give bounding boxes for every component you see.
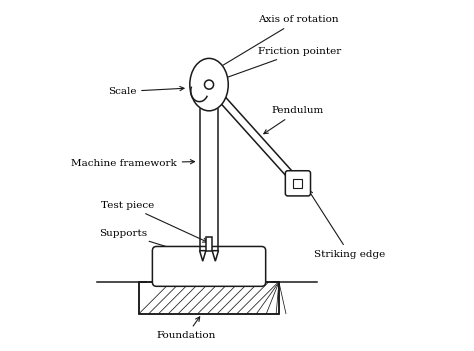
Text: Machine framework: Machine framework bbox=[71, 159, 194, 168]
Text: Foundation: Foundation bbox=[156, 317, 216, 340]
Bar bbox=[206, 237, 212, 251]
FancyBboxPatch shape bbox=[285, 171, 310, 196]
Text: Scale: Scale bbox=[108, 86, 184, 96]
Ellipse shape bbox=[190, 58, 228, 111]
FancyBboxPatch shape bbox=[153, 246, 265, 286]
Polygon shape bbox=[212, 251, 219, 261]
Text: Striking edge: Striking edge bbox=[309, 190, 385, 259]
Bar bbox=[293, 179, 302, 188]
Text: Axis of rotation: Axis of rotation bbox=[216, 15, 338, 69]
Bar bbox=[139, 282, 279, 313]
Bar bbox=[139, 282, 279, 313]
Text: Pendulum: Pendulum bbox=[264, 106, 324, 134]
Text: Test piece: Test piece bbox=[100, 201, 207, 242]
Polygon shape bbox=[200, 251, 206, 261]
Text: Supports: Supports bbox=[99, 229, 198, 257]
Text: Friction pointer: Friction pointer bbox=[220, 47, 341, 80]
Circle shape bbox=[204, 80, 214, 89]
